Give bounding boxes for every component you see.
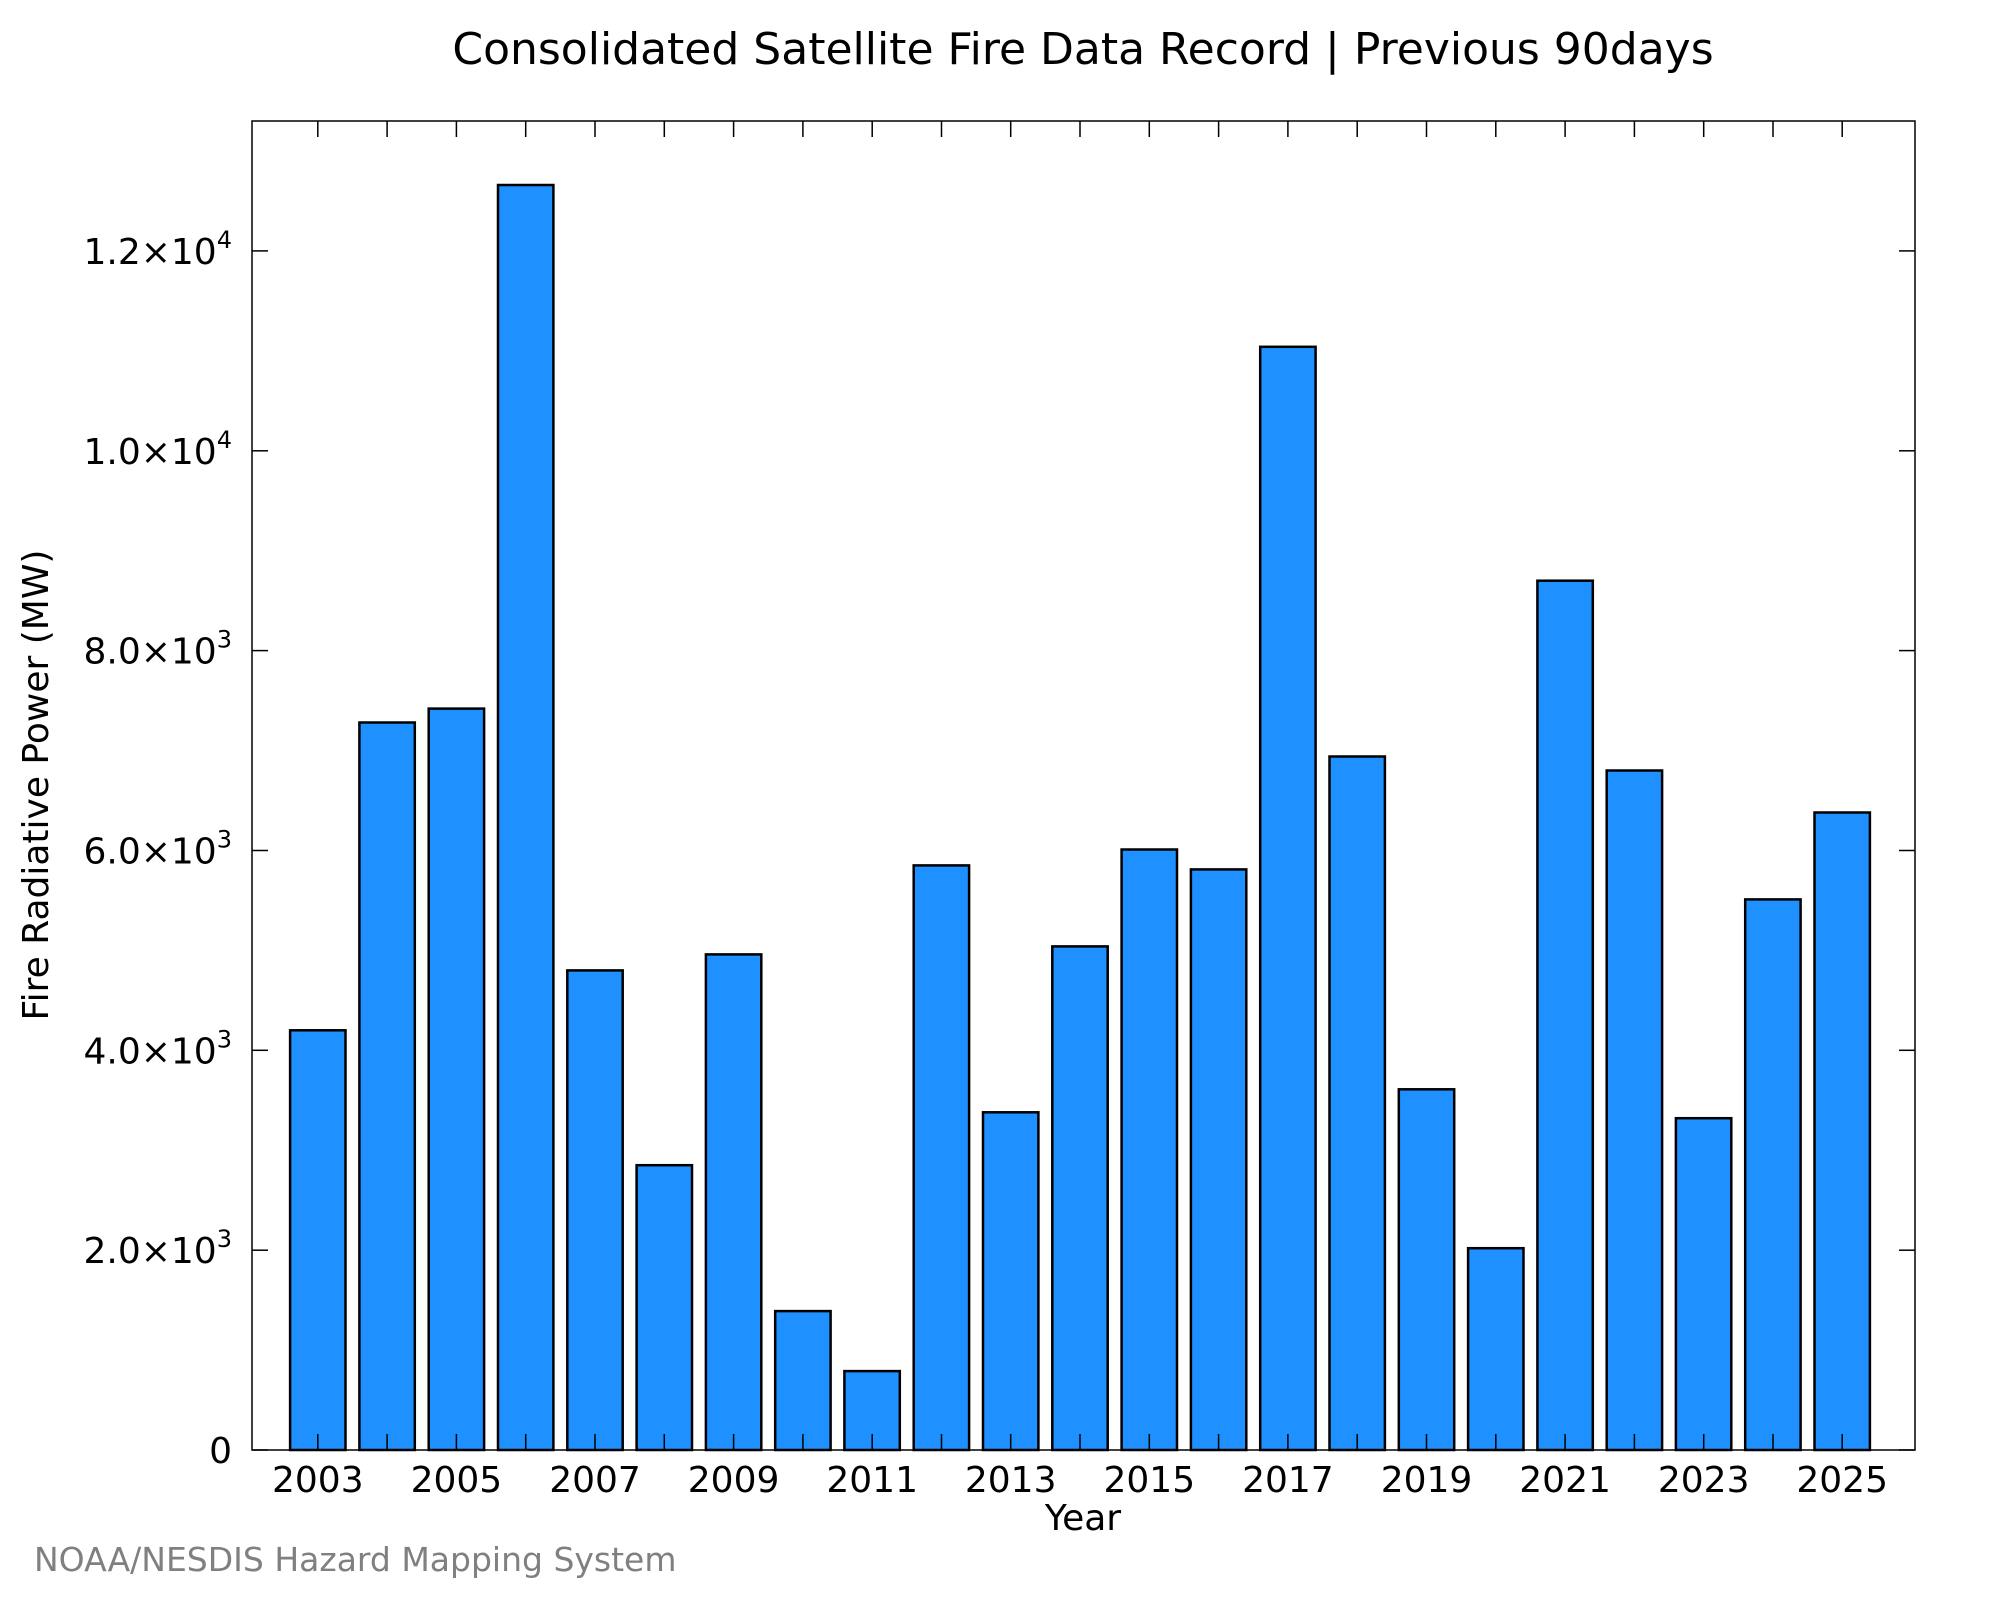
y-tick-labels: 0 2.0×103 4.0×103 6.0×103 8.0×103 1.0×104 1.2×… [83, 226, 232, 1472]
bar-2013 [981, 1111, 1040, 1452]
bar-2023 [1674, 1116, 1733, 1452]
y-tick-label: 4.0×103 [83, 1025, 232, 1072]
bar-2006 [496, 183, 555, 1452]
bar-2009 [704, 953, 763, 1452]
x-tick-label: 2015 [1103, 1460, 1195, 1501]
chart-title: Consolidated Satellite Fire Data Record … [452, 24, 1713, 75]
y-axis-label: Fire Radiative Power (MW) [16, 550, 57, 1021]
bar-2018 [1328, 755, 1387, 1452]
bar-2019 [1397, 1088, 1456, 1452]
bar-2017 [1258, 345, 1317, 1452]
x-tick-label: 2013 [965, 1460, 1057, 1501]
x-tick-label: 2011 [826, 1460, 918, 1501]
bar-2024 [1743, 898, 1802, 1452]
y-tick-label: 0 [209, 1431, 232, 1472]
bar-2020 [1466, 1246, 1525, 1452]
bar-2014 [1051, 945, 1109, 1452]
y-tick-label: 1.2×104 [83, 226, 232, 273]
ticks-group [252, 121, 1915, 1451]
bar-2021 [1536, 579, 1595, 1452]
bar-2003 [288, 1029, 347, 1452]
bars-group [288, 183, 1872, 1452]
x-tick-label: 2007 [549, 1460, 641, 1501]
x-tick-label: 2019 [1381, 1460, 1473, 1501]
bar-2012 [912, 864, 971, 1452]
x-tick-label: 2005 [411, 1460, 503, 1501]
bar-2010 [773, 1309, 832, 1452]
bar-2008 [635, 1163, 694, 1452]
x-tick-labels: 2003 2005 2007 2009 2011 2013 2015 2017 2019 2021… [272, 1460, 1888, 1501]
bar-2005 [427, 707, 486, 1452]
bar-2022 [1605, 769, 1664, 1452]
bar-2016 [1189, 868, 1248, 1452]
x-tick-label: 2009 [688, 1460, 780, 1501]
x-tick-label: 2003 [272, 1460, 364, 1501]
x-tick-label: 2023 [1658, 1460, 1750, 1501]
x-axis-label: Year [1044, 1498, 1121, 1539]
bar-2025 [1813, 811, 1872, 1452]
source-credit: NOAA/NESDIS Hazard Mapping System [34, 1540, 677, 1579]
y-tick-label: 1.0×104 [83, 426, 232, 473]
y-tick-label: 6.0×103 [83, 826, 232, 873]
y-tick-label: 8.0×103 [83, 626, 232, 673]
bar-2015 [1120, 848, 1179, 1452]
x-tick-label: 2017 [1242, 1460, 1334, 1501]
x-tick-label: 2021 [1519, 1460, 1611, 1501]
y-tick-label: 2.0×103 [83, 1225, 232, 1272]
x-tick-label: 2025 [1796, 1460, 1888, 1501]
bar-2004 [358, 721, 417, 1452]
bar-2007 [566, 969, 624, 1452]
